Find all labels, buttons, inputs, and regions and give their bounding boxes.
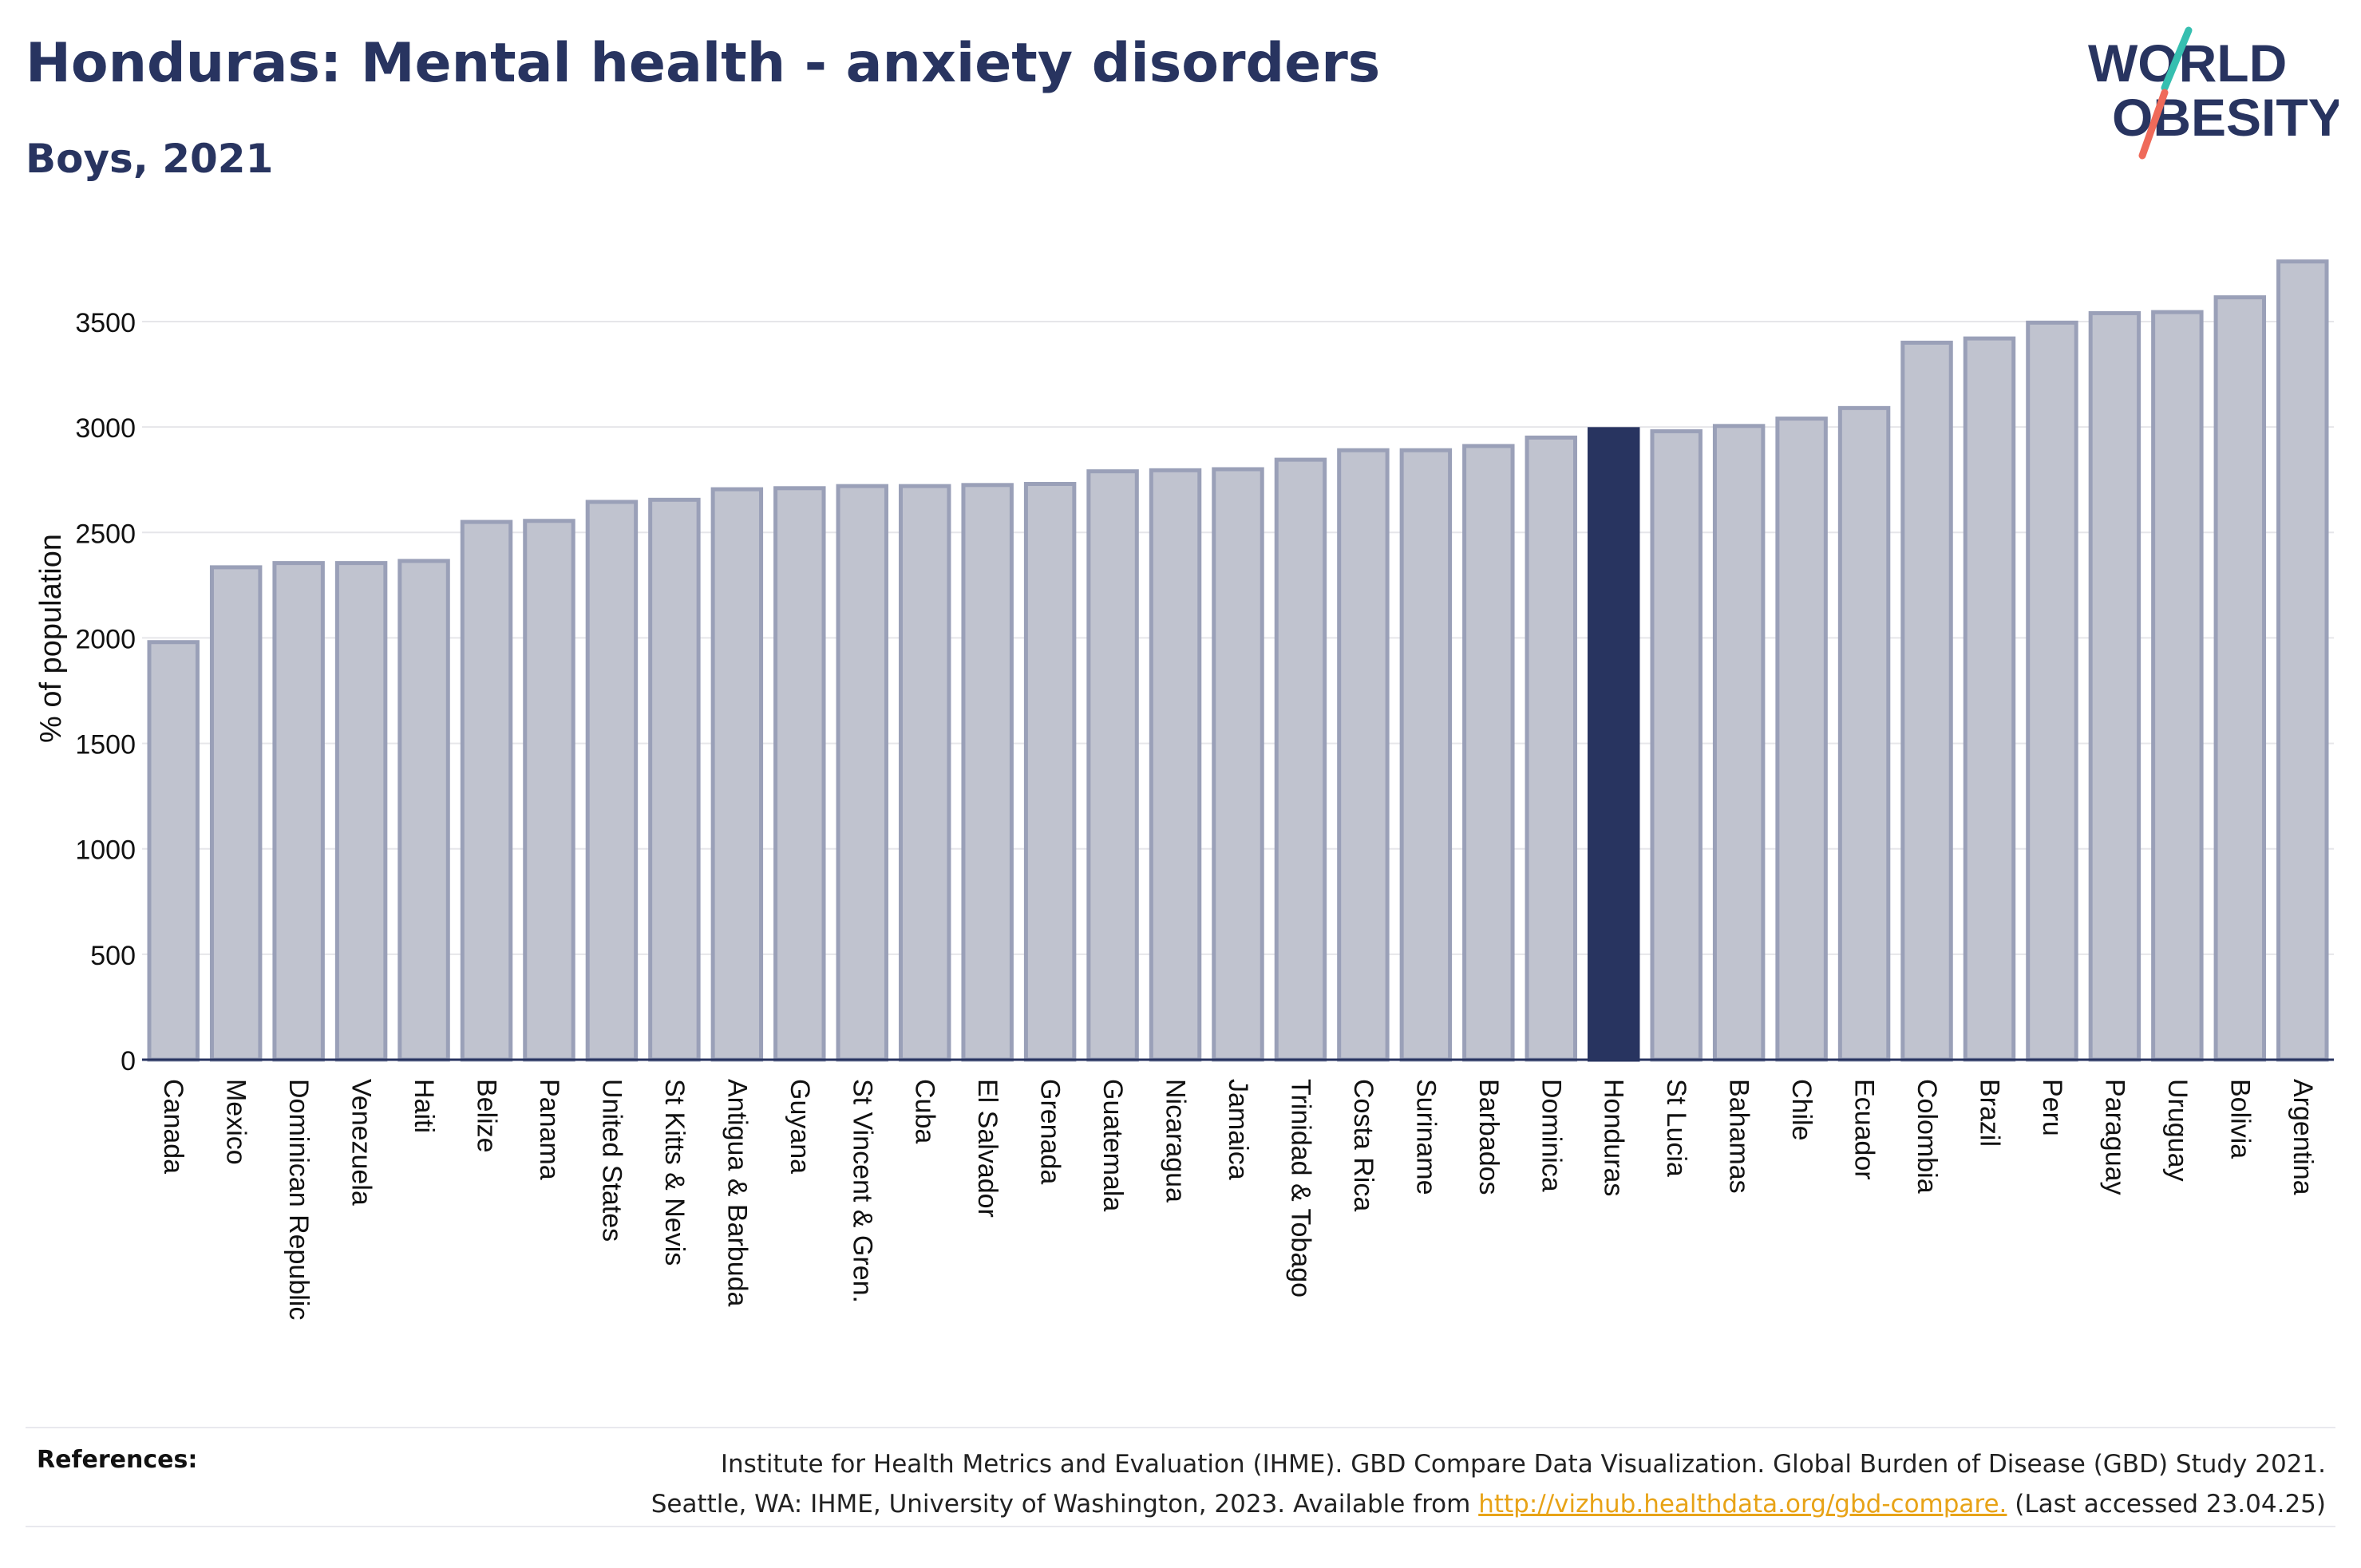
bar-cuba (898, 484, 951, 1062)
x-tick-label: Costa Rica (1348, 1079, 1378, 1211)
bar-st-lucia (1650, 429, 1703, 1062)
logo-text-world: WORLD (2088, 34, 2287, 93)
bar-uruguay (2151, 310, 2204, 1062)
x-tick-label: St Lucia (1661, 1079, 1691, 1177)
y-tick-label: 500 (90, 941, 136, 971)
x-tick-label: Guyana (785, 1079, 815, 1174)
x-tick-label: El Salvador (972, 1079, 1003, 1218)
x-tick-label: Barbados (1473, 1079, 1504, 1195)
x-tick-label: United States (596, 1079, 627, 1242)
logo-slash-teal (2161, 26, 2193, 92)
x-tick-label: Honduras (1599, 1079, 1629, 1196)
x-tick-label: Mexico (221, 1079, 251, 1165)
bar-united-states (585, 500, 639, 1062)
bar-belize (460, 519, 513, 1062)
x-tick-label: St Vincent & Gren. (847, 1079, 877, 1303)
x-tick-label: Argentina (2288, 1079, 2318, 1195)
x-tick-label: Bolivia (2225, 1079, 2255, 1159)
y-axis-ticks: 0 500 1000 1500 2000 2500 3000 3500 (75, 308, 136, 1076)
bar-ecuador (1837, 405, 1891, 1062)
bar-chile (1775, 417, 1828, 1062)
y-tick-label: 0 (121, 1046, 136, 1076)
x-tick-label: Paraguay (2099, 1079, 2130, 1195)
y-tick-label: 2000 (75, 624, 136, 654)
bar-dominica (1525, 435, 1578, 1062)
world-obesity-logo: WORLD OBESITY (2088, 26, 2339, 160)
references-line-2-suffix: (Last accessed 23.04.25) (2015, 1490, 2326, 1519)
bar-guatemala (1086, 469, 1139, 1062)
x-tick-label: Jamaica (1223, 1079, 1253, 1180)
y-tick-label: 1000 (75, 835, 136, 866)
bar-guyana (773, 486, 826, 1062)
bar-paraguay (2088, 310, 2142, 1062)
logo-slash-coral (2138, 89, 2169, 160)
bar-nicaragua (1149, 468, 1202, 1062)
bar-antigua-barbuda (710, 487, 764, 1062)
x-tick-label: Bahamas (1724, 1079, 1754, 1194)
bar-peru (2026, 320, 2078, 1062)
y-axis-label: % of population (34, 534, 68, 743)
x-tick-label: Canada (158, 1079, 188, 1174)
bar-mexico (209, 565, 263, 1062)
references-bottom-divider (26, 1526, 2335, 1527)
x-tick-label: Uruguay (2162, 1079, 2193, 1182)
references-label: References: (37, 1446, 198, 1474)
x-tick-label: Cuba (910, 1079, 940, 1143)
x-tick-label: Nicaragua (1161, 1079, 1191, 1203)
x-tick-label: Chile (1786, 1079, 1817, 1140)
y-tick-label: 1500 (75, 730, 136, 760)
chart-title: Honduras: Mental health - anxiety disord… (26, 32, 1381, 95)
bar-brazil (1963, 336, 2016, 1062)
x-tick-label: Brazil (1974, 1079, 2004, 1147)
references-line-2-prefix: Seattle, WA: IHME, University of Washing… (651, 1490, 1471, 1519)
bar-st-vincent-gren- (836, 484, 888, 1062)
x-tick-label: Suriname (1410, 1079, 1441, 1195)
y-tick-label: 3000 (75, 413, 136, 444)
references-link[interactable]: http://vizhub.healthdata.org/gbd-compare… (1478, 1490, 2007, 1519)
bar-st-kitts-nevis (648, 497, 701, 1062)
references-line-1: Institute for Health Metrics and Evaluat… (720, 1450, 2326, 1479)
x-tick-label: Antigua & Barbuda (722, 1079, 752, 1307)
x-tick-label: Belize (472, 1079, 502, 1153)
references-top-divider (26, 1427, 2335, 1428)
bars (147, 259, 2329, 1062)
x-tick-label: Ecuador (1849, 1079, 1880, 1180)
bar-el-salvador (961, 483, 1014, 1062)
x-tick-label: Dominican Republic (283, 1079, 314, 1320)
bar-panama (523, 519, 575, 1062)
bar-canada (147, 640, 200, 1062)
chart-subtitle: Boys, 2021 (26, 136, 274, 182)
y-tick-label: 2500 (75, 519, 136, 549)
references-line-2: Seattle, WA: IHME, University of Washing… (651, 1484, 2326, 1524)
bar-trinidad-tobago (1274, 457, 1327, 1062)
bar-honduras (1588, 427, 1640, 1062)
bar-argentina (2276, 259, 2329, 1062)
bar-costa-rica (1337, 448, 1390, 1062)
x-tick-label: Haiti (409, 1079, 439, 1133)
x-tick-label: Panama (534, 1079, 564, 1180)
bar-barbados (1462, 444, 1515, 1062)
x-tick-label: Peru (2037, 1079, 2067, 1136)
bar-bahamas (1712, 424, 1766, 1062)
bar-chart: 0 500 1000 1500 2000 2500 3000 3500 Canada Mexic… (34, 259, 2334, 1320)
x-tick-label: St Kitts & Nevis (659, 1079, 690, 1266)
bar-haiti (397, 559, 450, 1062)
bar-grenada (1023, 482, 1077, 1062)
bar-venezuela (334, 561, 388, 1062)
bar-bolivia (2213, 295, 2267, 1062)
references-text: Institute for Health Metrics and Evaluat… (651, 1444, 2326, 1524)
x-tick-label: Guatemala (1097, 1079, 1128, 1211)
x-tick-label: Colombia (1912, 1079, 1942, 1194)
x-tick-label: Grenada (1035, 1079, 1066, 1184)
x-tick-label: Dominica (1536, 1079, 1566, 1192)
x-axis-ticks: Canada Mexico Dominican Republic Venezuela H… (158, 1079, 2318, 1320)
bar-suriname (1399, 448, 1453, 1062)
y-tick-label: 3500 (75, 308, 136, 338)
bar-colombia (1900, 340, 1953, 1062)
x-tick-label: Venezuela (346, 1079, 377, 1206)
bar-jamaica (1212, 467, 1264, 1062)
x-tick-label: Trinidad & Tobago (1285, 1079, 1315, 1297)
bar-dominican-republic (272, 561, 325, 1062)
